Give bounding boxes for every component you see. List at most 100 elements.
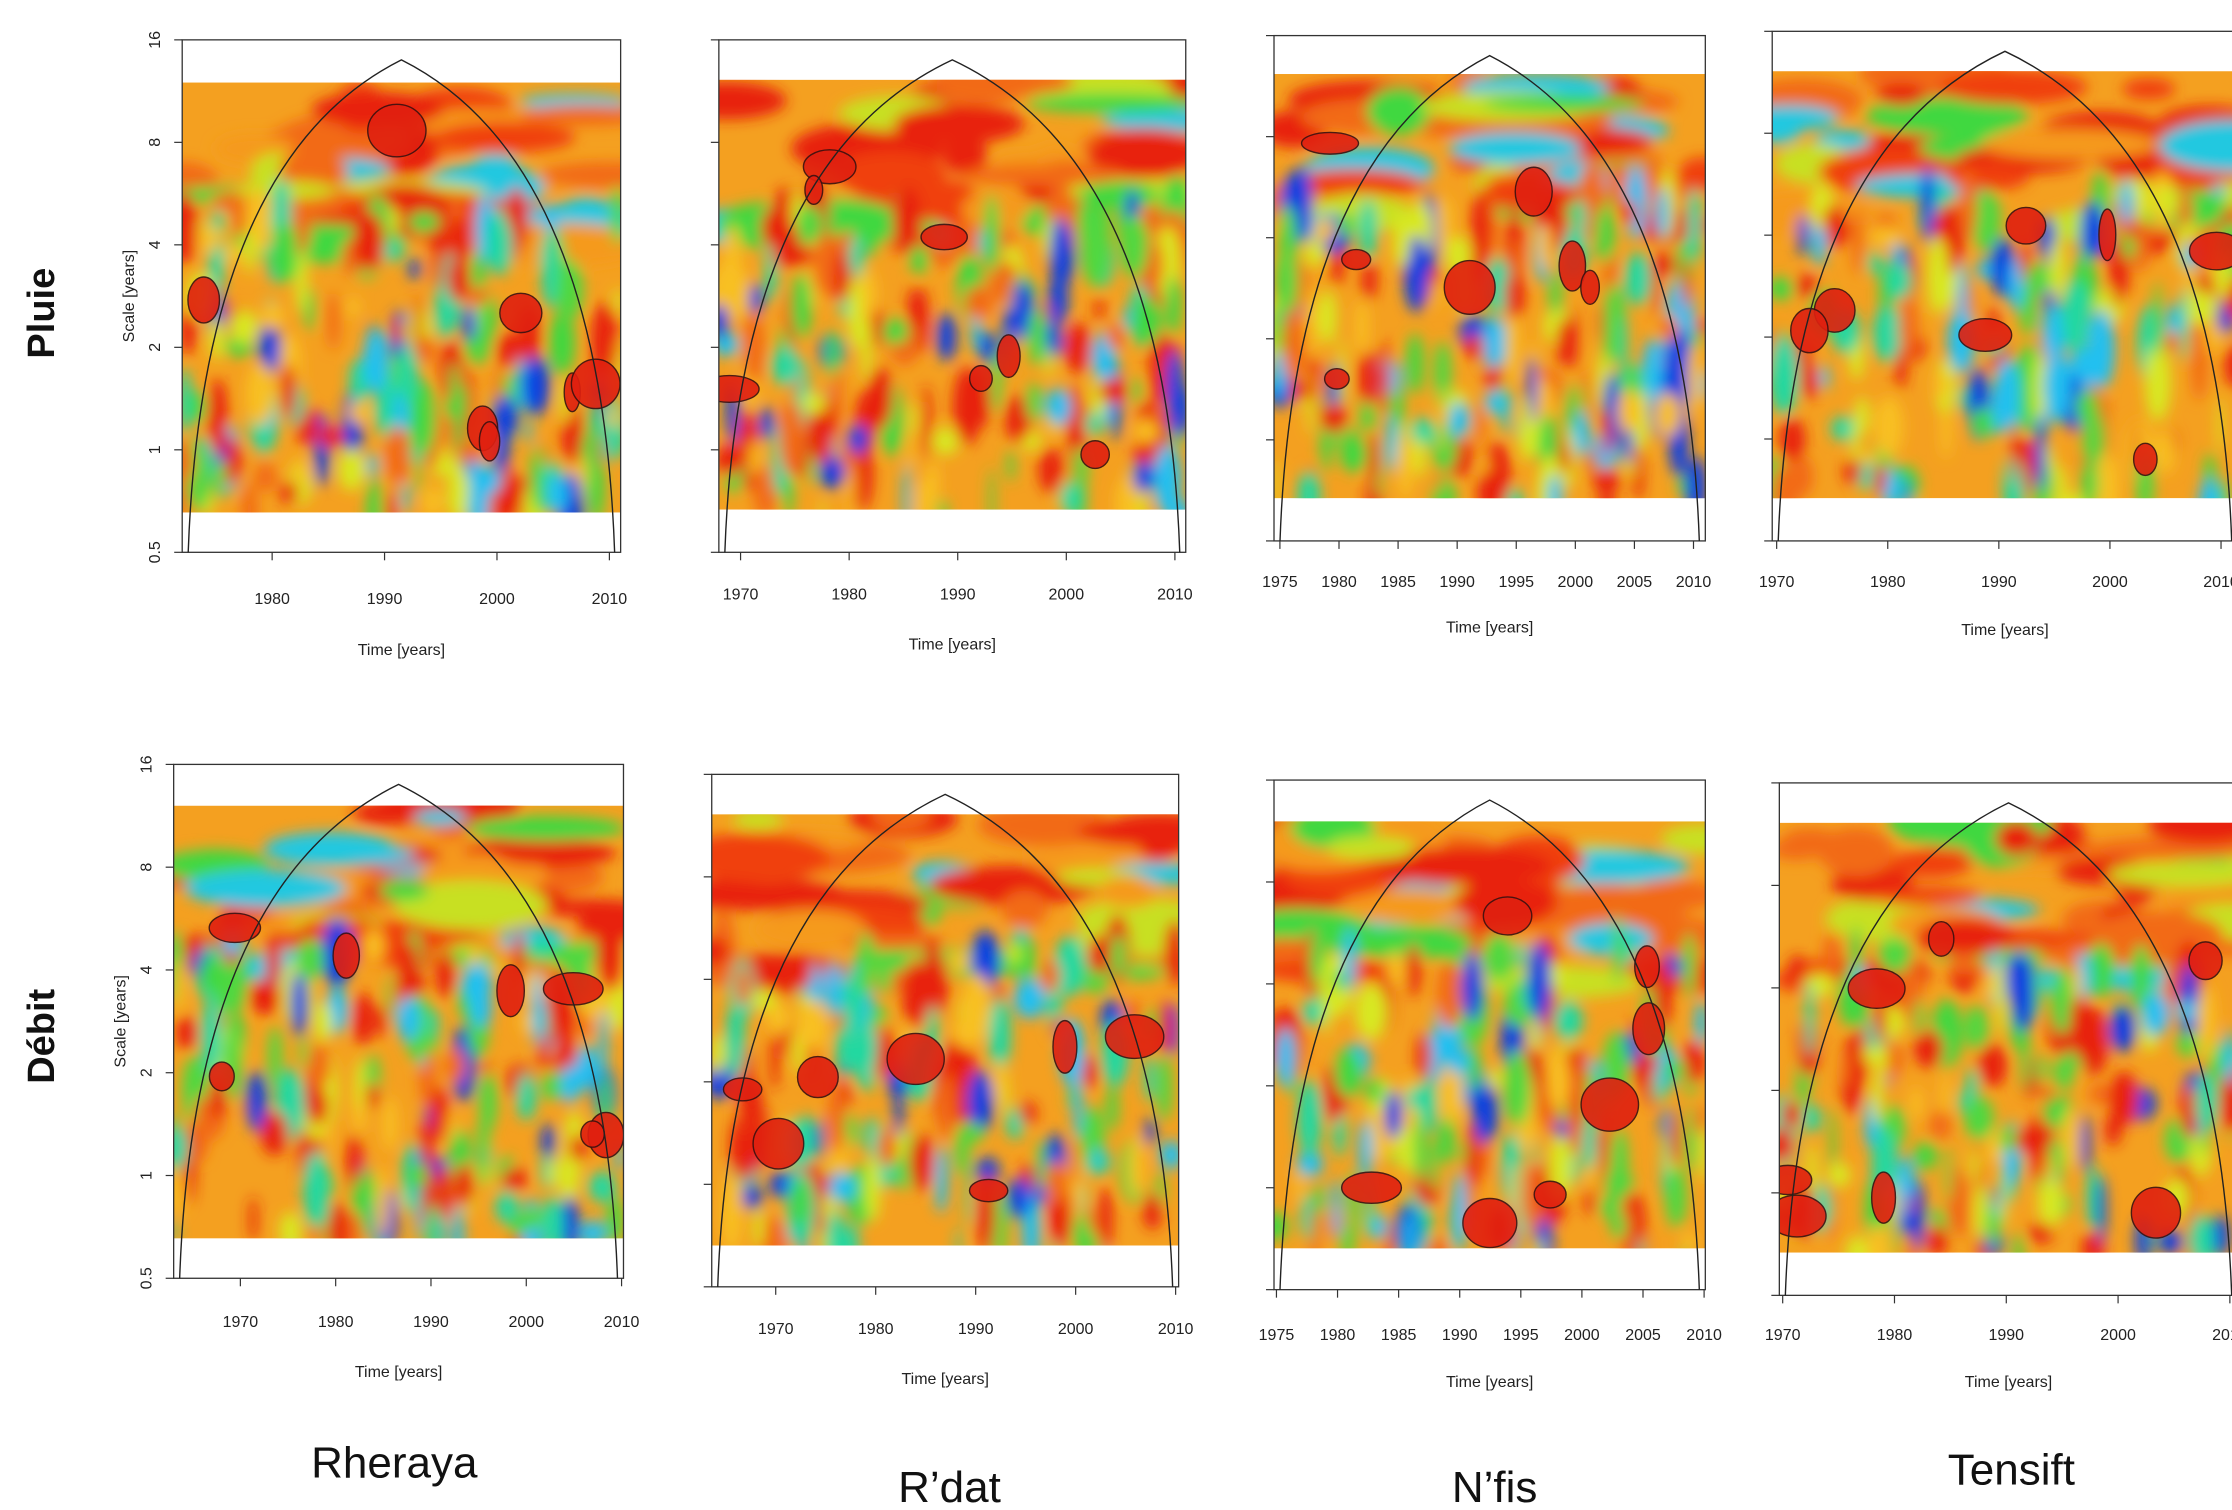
- power-blob: [848, 236, 865, 278]
- power-blob: [2043, 350, 2071, 422]
- power-blob: [1387, 951, 1405, 986]
- power-blob: [1888, 850, 1972, 878]
- power-blob: [1642, 338, 1663, 403]
- power-field: [1779, 822, 2232, 1253]
- power-blob: [548, 1159, 558, 1188]
- power-blob: [1421, 1076, 1437, 1132]
- x-tick-label: 2010: [592, 591, 628, 608]
- significance-contour: [752, 1117, 805, 1170]
- power-blob: [525, 417, 532, 445]
- cone-of-influence: [1279, 54, 1701, 541]
- power-blob: [1609, 1128, 1629, 1201]
- significance-contour: [2098, 208, 2117, 262]
- power-blob: [1088, 935, 1108, 975]
- power-blob: [1483, 94, 1645, 113]
- power-blob: [1660, 824, 1706, 855]
- power-blob: [199, 954, 223, 993]
- power-blob: [393, 319, 405, 344]
- power-blob: [295, 938, 325, 980]
- y-tick-label: 8: [139, 863, 156, 872]
- x-axis-label: Time [years]: [1446, 619, 1533, 636]
- x-tick-label: 2010: [1676, 574, 1712, 591]
- significance-contour: [542, 972, 604, 1006]
- wavelet-panel: 0.5 1 2 4 8 16 1970 1980 1990 2000 2010 Time [years…: [113, 755, 640, 1380]
- power-blob: [742, 311, 765, 385]
- y-tick-label: 4: [147, 240, 164, 249]
- power-blob: [1165, 276, 1182, 335]
- significance-contour: [1847, 968, 1906, 1010]
- significance-contour: [1300, 131, 1360, 155]
- column-label: N’fis: [1452, 1463, 1538, 1510]
- power-blob: [977, 814, 1113, 847]
- x-tick-label: 1990: [1981, 574, 2017, 591]
- significance-contour: [796, 1055, 839, 1099]
- power-blob: [1001, 890, 1048, 928]
- power-blob: [279, 481, 299, 504]
- power-blob: [2196, 983, 2216, 1064]
- power-blob: [1376, 846, 1553, 886]
- x-tick-label: 1990: [940, 587, 976, 604]
- power-blob: [877, 1127, 898, 1168]
- significance-contour: [478, 420, 501, 462]
- power-blob: [183, 869, 346, 908]
- power-blob: [385, 423, 412, 485]
- x-tick-label: 1980: [1870, 574, 1906, 591]
- power-blob: [718, 81, 787, 120]
- power-blob: [1064, 322, 1092, 374]
- power-blob: [346, 296, 360, 318]
- power-blob: [2087, 310, 2116, 389]
- plot-frame: [1771, 30, 2232, 542]
- power-blob: [1611, 1213, 1626, 1240]
- power-blob: [796, 205, 823, 244]
- power-blob: [254, 462, 277, 492]
- power-blob: [1313, 218, 1335, 242]
- power-blob: [470, 250, 486, 298]
- power-blob: [2050, 968, 2075, 1034]
- power-blob: [1320, 402, 1348, 435]
- power-field: [182, 82, 621, 513]
- x-axis-label: Time [years]: [358, 642, 445, 659]
- x-tick-label: 2000: [1558, 574, 1594, 591]
- significance-contour: [496, 964, 526, 1018]
- x-tick-label: 2010: [2212, 1327, 2232, 1344]
- power-blob: [2075, 390, 2098, 426]
- power-blob: [1132, 460, 1155, 493]
- power-blob: [608, 984, 624, 1031]
- power-blob: [452, 1204, 464, 1239]
- power-blob: [516, 1072, 537, 1121]
- significance-contour: [1533, 1180, 1567, 1209]
- power-blob: [892, 186, 923, 255]
- power-blob: [1964, 1005, 1989, 1050]
- power-blob: [1274, 1008, 1302, 1033]
- power-blob: [1573, 410, 1590, 457]
- significance-contour: [968, 364, 993, 393]
- cone-of-influence: [1777, 50, 2232, 541]
- power-blob: [1871, 1069, 1884, 1123]
- power-blob: [748, 283, 764, 315]
- power-field: [1274, 74, 1706, 499]
- row-label: Débit: [21, 988, 63, 1083]
- power-blob: [2096, 454, 2120, 499]
- power-blob: [1910, 1086, 1923, 1121]
- power-blob: [1516, 941, 1527, 969]
- power-blobs: [711, 814, 1179, 1246]
- power-blob: [1367, 432, 1379, 485]
- power-blob: [845, 1223, 859, 1246]
- power-blob: [472, 153, 518, 174]
- power-blob: [462, 305, 476, 341]
- wavelet-panel: 1970 1980 1990 2000 2010 Time [years]: [703, 773, 1194, 1388]
- power-blob: [450, 216, 470, 264]
- power-blob: [865, 1155, 881, 1222]
- power-blob: [1624, 252, 1652, 305]
- power-blob: [1548, 273, 1563, 316]
- power-blob: [394, 880, 548, 930]
- significance-contour: [802, 149, 857, 185]
- power-blob: [735, 966, 751, 1007]
- power-blobs: [1772, 71, 2232, 499]
- power-blob: [833, 249, 851, 303]
- power-blob: [1617, 389, 1641, 432]
- power-blob: [876, 948, 893, 995]
- power-blob: [545, 473, 569, 513]
- power-blob: [427, 1009, 439, 1039]
- power-blob: [352, 211, 385, 272]
